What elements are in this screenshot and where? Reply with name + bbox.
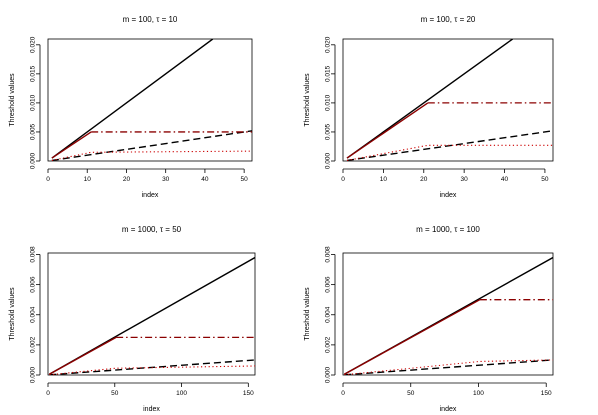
series-line-solid	[51, 131, 92, 159]
y-tick-label: 0.000	[30, 366, 37, 383]
x-tick-label: 40	[201, 176, 209, 183]
y-tick-label: 0.008	[30, 246, 37, 263]
series-group	[48, 256, 255, 375]
x-tick-label: 30	[162, 176, 170, 183]
series-line-dotted	[49, 365, 255, 375]
y-tick-label: 0.002	[325, 336, 332, 353]
x-tick-label: 150	[243, 390, 254, 397]
x-tick-label: 50	[407, 390, 415, 397]
series-line-dashed	[51, 130, 252, 161]
x-axis-label: index	[440, 192, 457, 199]
y-axis-label: Threshold values	[9, 287, 16, 341]
y-axis-label: Threshold values	[9, 73, 16, 127]
plot-frame	[47, 38, 253, 162]
x-tick-label: 20	[420, 176, 428, 183]
x-axis-label: index	[440, 406, 457, 413]
y-tick-label: 0.005	[325, 123, 332, 140]
y-tick-label: 0.006	[325, 276, 332, 293]
x-axis-label: index	[143, 406, 160, 413]
series-group	[51, 39, 252, 161]
y-tick-label: 0.000	[30, 152, 37, 169]
x-tick-label: 50	[541, 176, 549, 183]
x-tick-label: 0	[46, 176, 50, 183]
y-tick-label: 0.004	[325, 306, 332, 323]
chart-panel-3: m = 1000, τ = 50 0 50 100 150 index 0.000 0.002…	[9, 225, 256, 413]
x-tick-label: 150	[541, 390, 552, 397]
plot-frame	[342, 252, 554, 376]
x-tick-label: 100	[473, 390, 484, 397]
panel-title: m = 1000, τ = 50	[122, 225, 182, 234]
series-line-solid	[51, 39, 214, 159]
x-tick-label: 40	[501, 176, 509, 183]
x-tick-label: 10	[84, 176, 92, 183]
y-tick-label: 0.020	[325, 36, 332, 53]
series-line-solid	[344, 299, 481, 375]
panel-title: m = 100, τ = 20	[421, 15, 476, 24]
y-tick-label: 0.015	[30, 65, 37, 82]
x-tick-label: 0	[341, 176, 345, 183]
y-tick-label: 0.005	[30, 123, 37, 140]
series-line-solid	[49, 336, 117, 375]
plot-frame	[47, 252, 256, 376]
y-tick-label: 0.000	[325, 152, 332, 169]
y-tick-label: 0.000	[325, 366, 332, 383]
x-tick-label: 0	[46, 390, 50, 397]
y-tick-label: 0.004	[30, 306, 37, 323]
y-tick-label: 0.020	[30, 36, 37, 53]
series-line-dashed	[346, 130, 553, 161]
y-axis-label: Threshold values	[304, 287, 311, 341]
y-tick-label: 0.010	[325, 94, 332, 111]
y-tick-label: 0.015	[325, 65, 332, 82]
y-tick-label: 0.010	[30, 94, 37, 111]
x-tick-label: 10	[380, 176, 388, 183]
y-tick-label: 0.008	[325, 246, 332, 263]
plot-frame	[342, 38, 554, 162]
x-axis-label: index	[142, 192, 159, 199]
x-tick-label: 100	[176, 390, 187, 397]
x-tick-label: 20	[123, 176, 131, 183]
y-axis-label: Threshold values	[304, 73, 311, 127]
y-tick-label: 0.002	[30, 336, 37, 353]
panel-title: m = 100, τ = 10	[123, 15, 178, 24]
x-tick-label: 0	[341, 390, 345, 397]
series-group	[346, 39, 553, 161]
series-group	[344, 256, 553, 375]
chart-panel-2: m = 100, τ = 20 0 10 20 30 40 50 index 0.000 0.00…	[304, 15, 554, 199]
series-line-dotted	[346, 144, 553, 161]
x-tick-label: 30	[461, 176, 469, 183]
panel-title: m = 1000, τ = 100	[416, 225, 480, 234]
series-line-dashed	[344, 359, 553, 375]
series-line-solid	[346, 102, 429, 159]
y-tick-label: 0.006	[30, 276, 37, 293]
chart-panel-1: m = 100, τ = 10 0 10 20 30 40 50 index 0.000 0.00…	[9, 15, 253, 199]
series-line-solid	[346, 39, 514, 159]
x-tick-label: 50	[111, 390, 119, 397]
chart-panel-4: m = 1000, τ = 100 0 50 100 150 index 0.000 0.00…	[304, 225, 554, 413]
x-tick-label: 50	[241, 176, 249, 183]
series-line-dotted	[51, 150, 252, 161]
